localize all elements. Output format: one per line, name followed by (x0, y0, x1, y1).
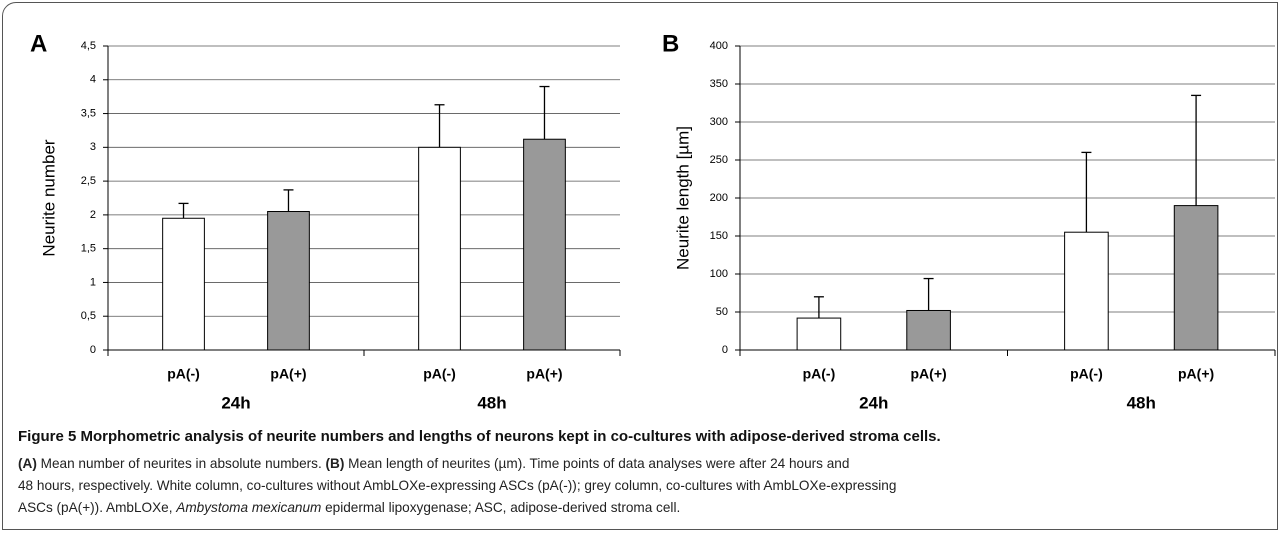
caption-line: 48 hours, respectively. White column, co… (18, 475, 1268, 497)
panel-label: B (662, 30, 679, 57)
caption-text: 48 hours, respectively. White column, co… (18, 478, 897, 493)
y-axis-label: Neurite length [µm] (673, 126, 692, 270)
y-tick-label: 350 (710, 78, 728, 90)
caption: Figure 5 Morphometric analysis of neurit… (18, 428, 1268, 519)
bar (1064, 231, 1109, 351)
charts: A Neurite number 0 0,5 1 1,5 2 2,5 3 3,5 4 4,5 24h pA… (30, 30, 1276, 412)
bar (418, 146, 461, 351)
x-tick-label: pA(+) (526, 366, 562, 382)
panel-label: A (30, 30, 47, 57)
x-group-label: 24h (221, 393, 250, 412)
y-tick-label: 250 (710, 154, 728, 166)
caption-title: Figure 5 Morphometric analysis of neurit… (18, 428, 941, 445)
caption-text: (B) (325, 456, 345, 471)
y-tick-label: 0,5 (81, 310, 96, 322)
x-tick-label: pA(-) (803, 366, 836, 382)
bar (162, 217, 205, 351)
bar (906, 309, 951, 351)
y-tick-label: 2,5 (81, 175, 96, 187)
caption-text: ASCs (pA(+)). AmbLOXe, (18, 500, 177, 515)
bar (796, 317, 842, 351)
caption-text: Mean number of neurites in absolute numb… (36, 456, 326, 471)
x-group-label: 48h (477, 393, 506, 412)
y-tick-label: 1 (90, 276, 96, 288)
x-tick-label: pA(-) (1070, 366, 1103, 382)
x-tick-label: pA(-) (167, 366, 200, 382)
y-tick-label: 400 (710, 40, 728, 52)
x-tick-label: pA(-) (423, 366, 456, 382)
y-tick-label: 3 (90, 141, 96, 153)
caption-line: ASCs (pA(+)). AmbLOXe, Ambystoma mexican… (18, 497, 1268, 519)
y-tick-label: 0 (722, 344, 728, 356)
y-tick-label: 3,5 (81, 107, 96, 119)
bar (523, 138, 566, 351)
caption-text: Mean length of neurites (µm). Time point… (344, 456, 850, 471)
x-tick-label: pA(+) (1178, 366, 1214, 382)
y-axis-label: Neurite number (39, 139, 58, 257)
caption-line: (A) Mean number of neurites in absolute … (18, 453, 1268, 475)
bar (1173, 205, 1219, 351)
y-tick-label: 100 (710, 268, 728, 280)
y-tick-label: 150 (710, 230, 728, 242)
y-tick-label: 1,5 (81, 243, 96, 255)
x-group-label: 48h (1127, 393, 1156, 412)
y-tick-label: 4,5 (81, 40, 96, 52)
y-tick-label: 50 (716, 306, 728, 318)
caption-text: (A) (18, 456, 37, 471)
y-tick-label: 0 (90, 344, 96, 356)
y-tick-label: 2 (90, 209, 96, 221)
bar (267, 211, 310, 351)
caption-text: Ambystoma mexicanum (176, 500, 322, 515)
y-tick-label: 4 (90, 74, 96, 86)
y-tick-label: 300 (710, 116, 728, 128)
y-tick-label: 200 (710, 192, 728, 204)
x-tick-label: pA(+) (270, 366, 306, 382)
x-group-label: 24h (859, 393, 888, 412)
caption-text: epidermal lipoxygenase; ASC, adipose-der… (321, 500, 681, 515)
x-tick-label: pA(+) (911, 366, 947, 382)
